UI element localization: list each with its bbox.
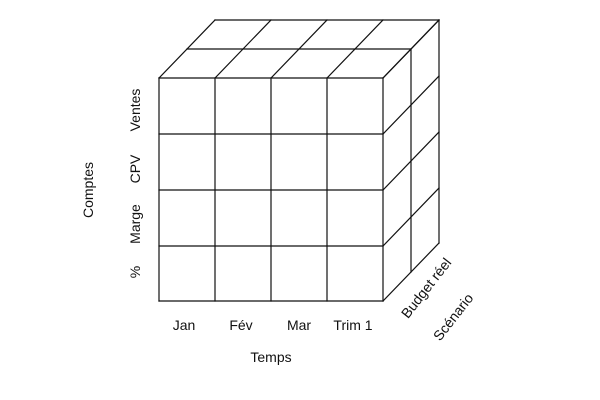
- account-label-cpv: CPV: [127, 154, 143, 183]
- time-label-trim1: Trim 1: [333, 317, 372, 333]
- account-axis-label: Comptes: [80, 162, 96, 218]
- time-label-feb: Fév: [229, 317, 252, 333]
- scenario-label-budget-reel: Budget réel: [398, 255, 455, 321]
- time-label-jan: Jan: [173, 317, 196, 333]
- account-label-ventes: Ventes: [127, 89, 143, 132]
- time-label-mar: Mar: [287, 317, 311, 333]
- cube-grid: [158, 19, 440, 302]
- time-axis-label: Temps: [250, 349, 291, 365]
- account-label-percent: %: [127, 266, 143, 278]
- scenario-label-scenario: Scénario: [430, 290, 477, 344]
- account-label-marge: Marge: [127, 204, 143, 244]
